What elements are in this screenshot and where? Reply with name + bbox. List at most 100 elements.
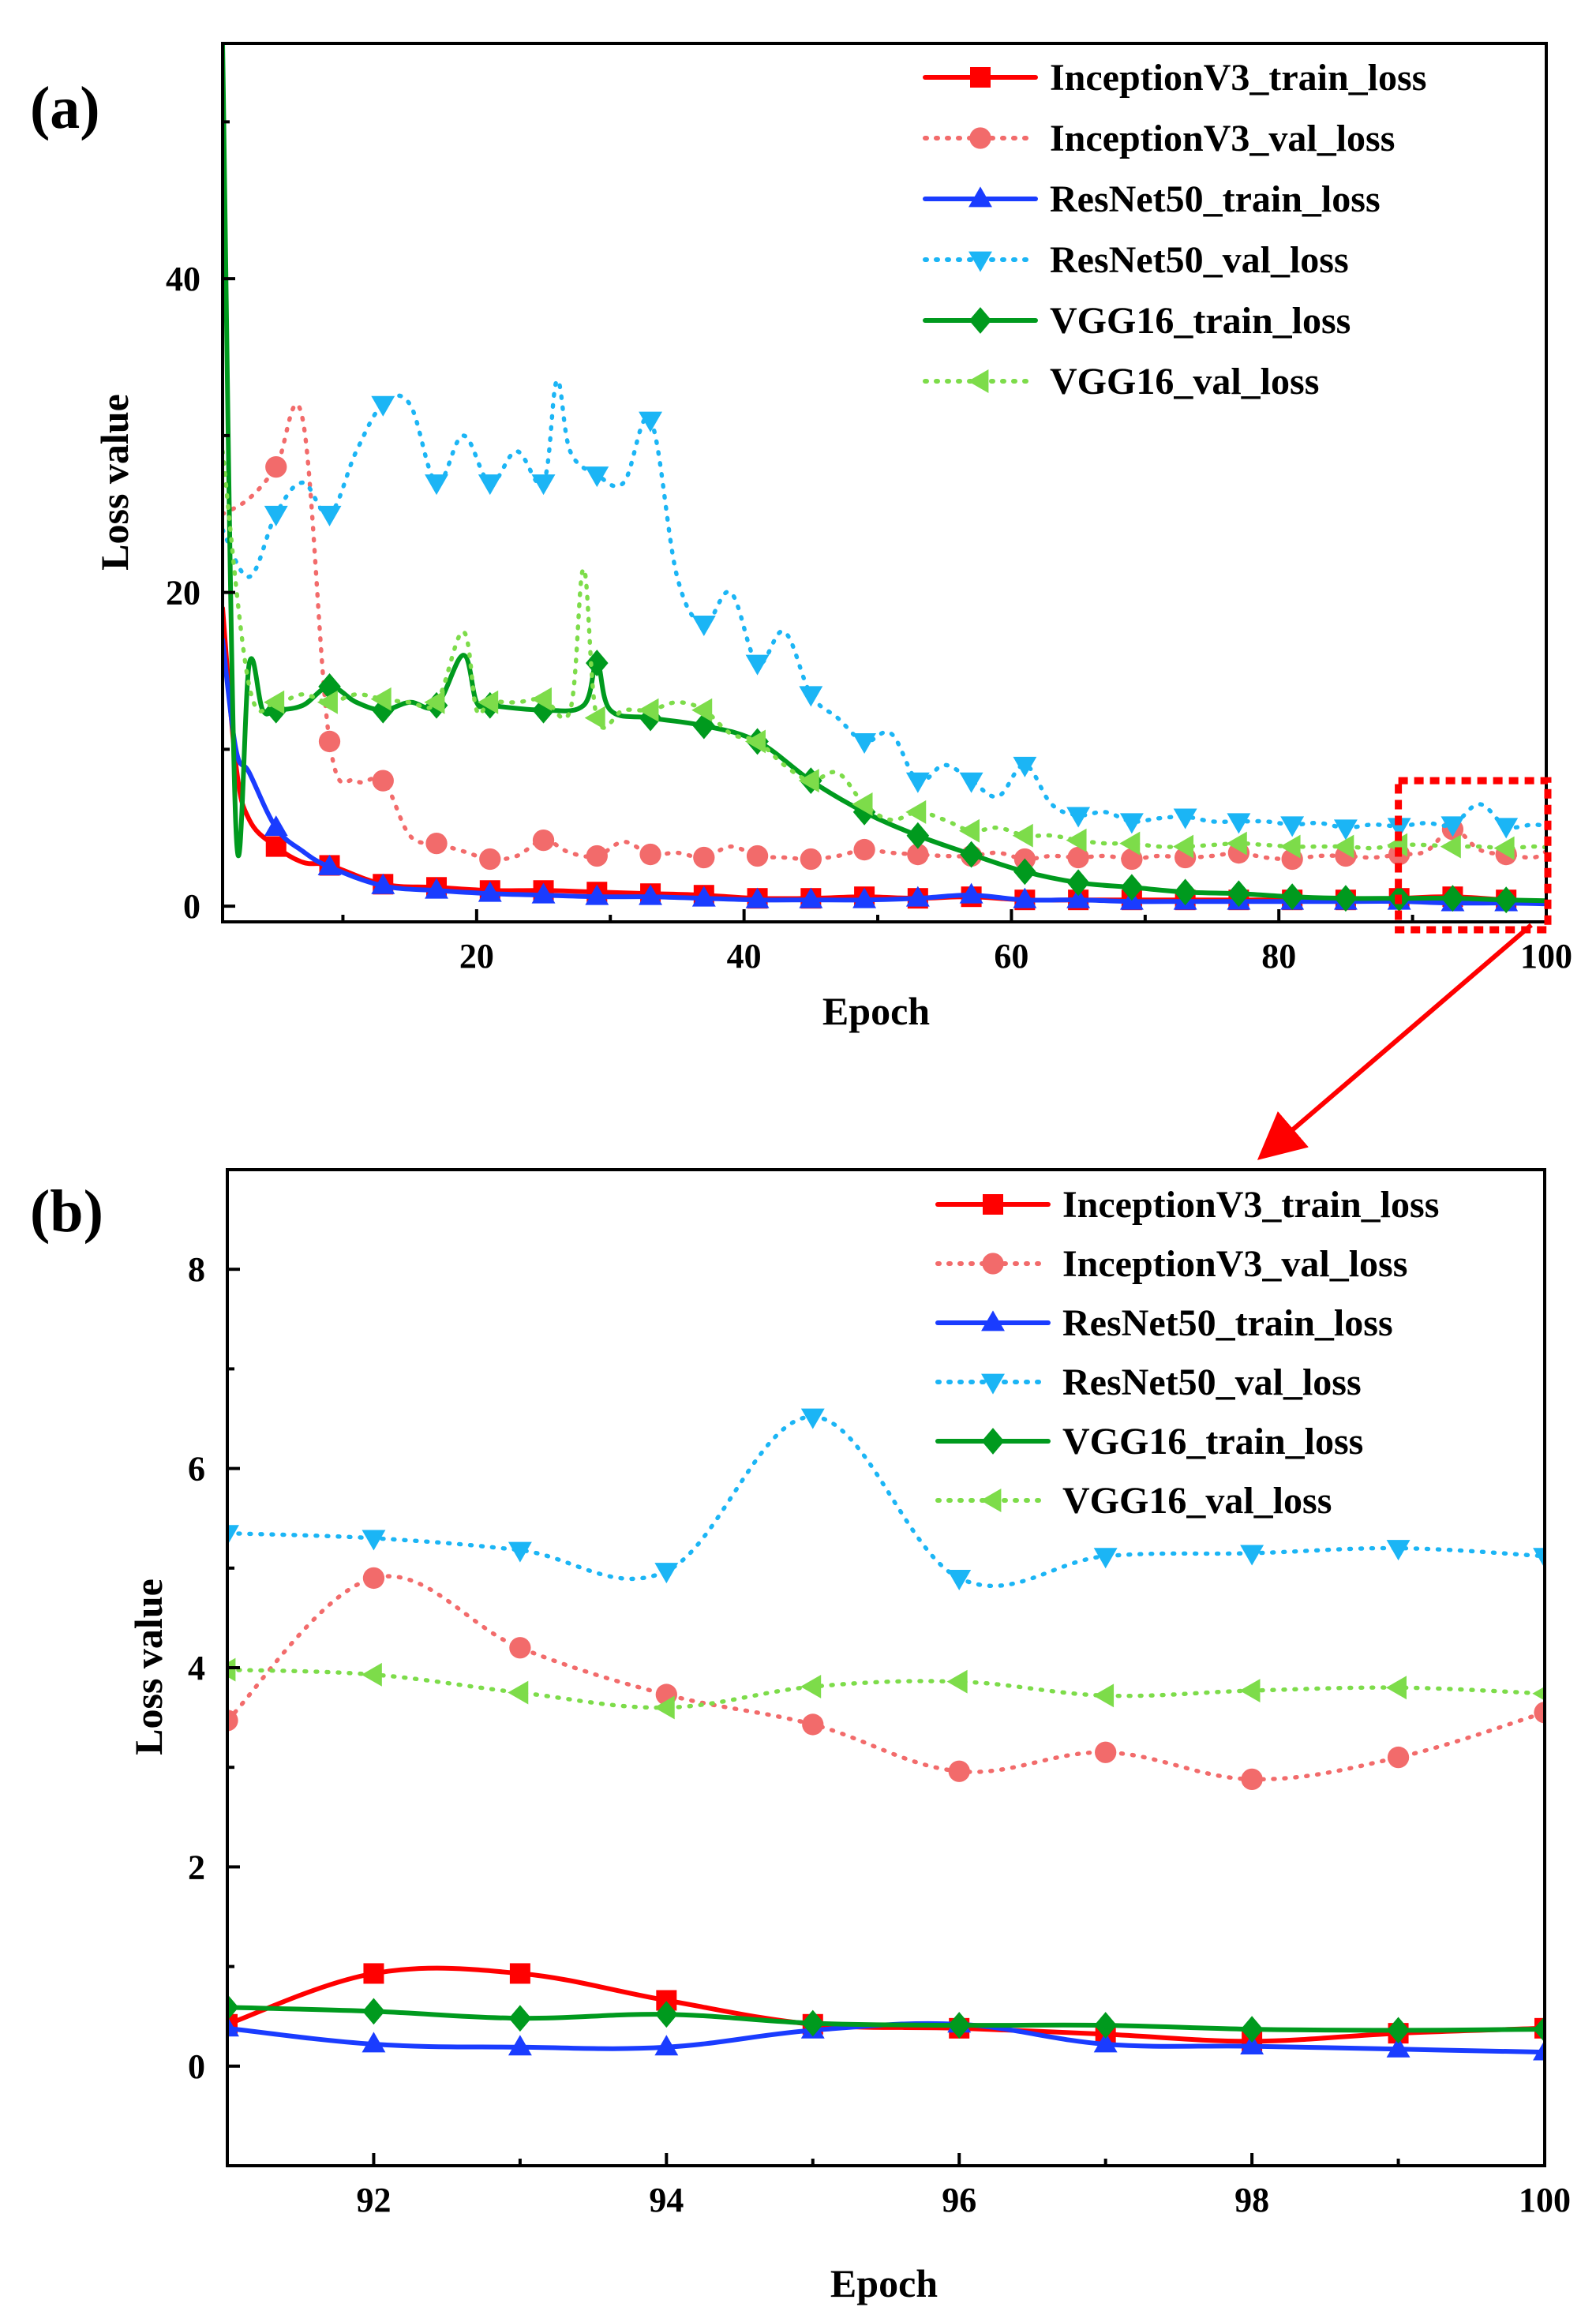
data-point-b-0-1 — [363, 1963, 384, 1984]
data-point-a-3-10 — [478, 474, 502, 496]
data-point-b-5-3 — [654, 1695, 675, 1720]
x-tick-label-a-2: 60 — [994, 937, 1028, 976]
data-point-b-1-2 — [509, 1637, 531, 1659]
data-point-a-1-8 — [425, 832, 448, 855]
data-point-b-4-7 — [1240, 2016, 1264, 2043]
data-point-a-4-33 — [1441, 885, 1464, 912]
data-point-a-5-11 — [478, 690, 499, 714]
x-tick-label-b-3: 98 — [1234, 2181, 1269, 2219]
legend-marker-a-3 — [968, 251, 992, 272]
zoom-box — [1395, 777, 1552, 934]
legend-item-a-1: InceptionV3_val_loss — [923, 118, 1395, 159]
data-point-a-5-2 — [264, 690, 285, 714]
data-point-a-1-12 — [532, 830, 555, 852]
data-point-a-1-24 — [853, 838, 875, 861]
data-point-a-3-12 — [531, 474, 556, 496]
data-point-b-4-2 — [508, 2005, 532, 2032]
legend-item-b-5: VGG16_val_loss — [935, 1480, 1332, 1522]
data-point-a-2-19 — [1066, 887, 1091, 908]
data-point-b-3-8 — [1386, 1540, 1411, 1561]
data-point-a-3-37 — [1173, 808, 1197, 830]
data-point-b-1-1 — [362, 1567, 385, 1590]
plot-frame-a — [221, 42, 1548, 923]
data-point-b-5-0 — [227, 1657, 236, 1682]
data-point-a-1-26 — [907, 843, 929, 866]
x-tick-label-b-4: 100 — [1519, 2181, 1571, 2219]
legend-marker-a-0 — [970, 67, 991, 88]
legend-marker-a-2 — [968, 186, 992, 208]
data-point-a-2-15 — [852, 887, 877, 908]
data-point-b-3-2 — [508, 1541, 532, 1563]
data-point-b-3-9 — [1533, 1548, 1545, 1569]
data-point-a-3-2 — [264, 505, 288, 526]
data-point-a-3-29 — [959, 772, 983, 793]
data-point-a-3-21 — [745, 654, 770, 676]
series-line-a-5 — [223, 449, 1546, 851]
data-point-a-3-41 — [1280, 816, 1305, 837]
data-point-a-3-31 — [1013, 756, 1037, 777]
series-line-b-3 — [227, 1414, 1545, 1588]
data-point-a-4-27 — [1120, 874, 1144, 901]
data-point-b-2-7 — [1240, 2033, 1264, 2054]
data-point-a-1-20 — [746, 845, 769, 867]
data-point-a-5-16 — [584, 706, 605, 730]
data-point-a-1-14 — [586, 845, 608, 867]
data-point-a-3-19 — [691, 615, 716, 636]
data-point-a-2-11 — [639, 884, 663, 905]
legend-label-a-4: VGG16_train_loss — [1050, 300, 1351, 342]
legend-label-a-1: InceptionV3_val_loss — [1050, 118, 1395, 159]
data-point-a-1-34 — [1121, 848, 1143, 871]
legend-label-a-5: VGG16_val_loss — [1050, 361, 1319, 403]
data-point-a-4-26 — [1066, 869, 1090, 897]
panel-label-a: (a) — [30, 75, 100, 141]
data-point-a-2-3 — [264, 815, 288, 837]
y-tick-label-b-1: 2 — [188, 1848, 205, 1886]
legend-label-b-5: VGG16_val_loss — [1062, 1480, 1332, 1522]
legend-item-b-2: ResNet50_train_loss — [935, 1302, 1393, 1344]
series-line-b-1 — [227, 1574, 1545, 1782]
data-point-a-5-50 — [1493, 836, 1515, 860]
legend-item-b-4: VGG16_train_loss — [935, 1421, 1363, 1462]
x-tick-label-b-2: 96 — [942, 2181, 976, 2219]
data-point-b-4-9 — [1533, 2016, 1545, 2043]
legend-marker-b-1 — [982, 1253, 1004, 1275]
data-point-a-4-29 — [1227, 880, 1250, 908]
data-point-a-4-30 — [1280, 883, 1304, 911]
data-point-b-4-3 — [655, 2001, 678, 2028]
x-tick-label-b-0: 92 — [356, 2181, 391, 2219]
legend-item-a-2: ResNet50_train_loss — [923, 178, 1381, 220]
x-tick-label-a-4: 100 — [1520, 937, 1572, 976]
legend-b: InceptionV3_train_loss InceptionV3_val_lo… — [935, 1184, 1439, 1522]
data-point-a-5-32 — [1012, 823, 1033, 848]
legend-item-a-3: ResNet50_val_loss — [923, 239, 1349, 281]
data-point-b-2-9 — [1533, 2039, 1545, 2061]
data-point-b-0-2 — [509, 1963, 530, 1984]
data-point-b-2-0 — [227, 2016, 239, 2037]
panel-a: (a) 0 20 40 20 40 60 80 100 Epoch Loss value I… — [30, 42, 1572, 1033]
data-point-a-3-47 — [1441, 816, 1465, 837]
y-tick-label-b-4: 8 — [188, 1250, 205, 1289]
data-point-a-2-10 — [585, 884, 609, 905]
y-tick-label-b-0: 0 — [188, 2047, 205, 2086]
legend-label-a-2: ResNet50_train_loss — [1050, 178, 1381, 220]
legend-item-b-1: InceptionV3_val_loss — [935, 1243, 1407, 1285]
data-point-b-2-6 — [1093, 2032, 1118, 2053]
data-point-b-1-9 — [1534, 1702, 1545, 1724]
legend-marker-b-3 — [981, 1373, 1005, 1395]
series-line-b-4 — [227, 2005, 1545, 2033]
series-line-b-5 — [227, 1667, 1545, 1710]
data-point-a-2-13 — [745, 887, 770, 908]
data-point-b-3-4 — [800, 1408, 825, 1429]
data-point-a-3-35 — [1119, 813, 1144, 834]
data-point-a-2-12 — [691, 886, 716, 907]
series-group-b — [227, 1408, 1545, 2061]
data-point-a-2-5 — [317, 854, 342, 875]
series-group-a — [223, 43, 1546, 914]
zoom-connector-arrow — [1257, 923, 1533, 1160]
series-line-a-1 — [223, 402, 1546, 862]
data-point-a-4-23 — [906, 822, 930, 849]
legend-item-b-0: InceptionV3_train_loss — [935, 1184, 1439, 1226]
y-tick-label-a-2: 40 — [166, 260, 200, 298]
y-tick-label-a-1: 20 — [166, 574, 200, 612]
data-point-b-1-8 — [1387, 1746, 1410, 1769]
